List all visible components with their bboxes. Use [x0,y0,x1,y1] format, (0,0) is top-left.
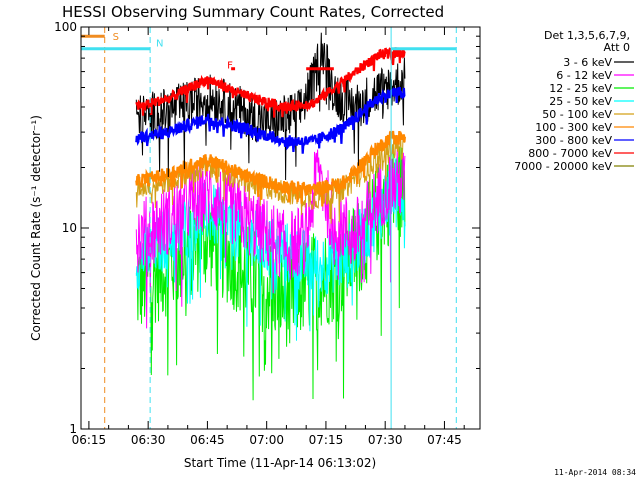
y-tick-label: 100 [54,20,77,34]
series-line-800-7000-kev [135,46,406,118]
y-tick-label: 1 [69,422,77,436]
x-tick-label: 07:45 [427,433,462,447]
chart-title: HESSI Observing Summary Count Rates, Cor… [62,3,444,21]
annotation-s: S [113,32,119,43]
legend-label-6-12-kev: 6 - 12 keV [556,69,612,82]
legend-header-2: Att 0 [604,41,630,54]
series-line-3-6-kev [135,32,406,181]
x-tick-label: 07:15 [309,433,344,447]
y-tick-label: 10 [62,221,77,235]
annotation-f: F [227,61,233,72]
x-tick-label: 07:30 [368,433,403,447]
footer-timestamp: 11-Apr-2014 08:34 [554,468,636,477]
data-layer [135,32,406,401]
series-line-12-25-kev [135,146,406,401]
x-axis-label: Start Time (11-Apr-14 06:13:02) [184,456,376,470]
annotation-n: N [156,38,163,49]
legend-label-7000-20000-kev: 7000 - 20000 keV [514,160,612,173]
legend-label-300-800-kev: 300 - 800 keV [535,134,612,147]
legend-label-50-100-kev: 50 - 100 keV [542,108,612,121]
tick-layer: 06:15 06:30 06:45 07:00 07:15 07:30 07:45 1 10 10… [54,20,480,447]
legend-label-800-7000-kev: 800 - 7000 keV [528,147,612,160]
x-tick-label: 06:45 [190,433,225,447]
legend-label-25-50-kev: 25 - 50 keV [549,95,612,108]
series-line-6-12-kev [135,149,406,329]
x-tick-label: 07:00 [249,433,284,447]
legend-label-3-6-kev: 3 - 6 keV [563,56,612,69]
series-line-300-800-kev [135,86,406,154]
y-axis-label: Corrected Count Rate (s⁻¹ detector⁻¹) [29,115,43,341]
x-tick-label: 06:30 [131,433,166,447]
x-tick-label: 06:15 [72,433,107,447]
legend-label-12-25-kev: 12 - 25 keV [549,82,612,95]
legend-label-100-300-kev: 100 - 300 keV [535,121,612,134]
legend-header-1: Det 1,3,5,6,7,9, [544,29,630,42]
series-line-100-300-kev [135,130,406,207]
